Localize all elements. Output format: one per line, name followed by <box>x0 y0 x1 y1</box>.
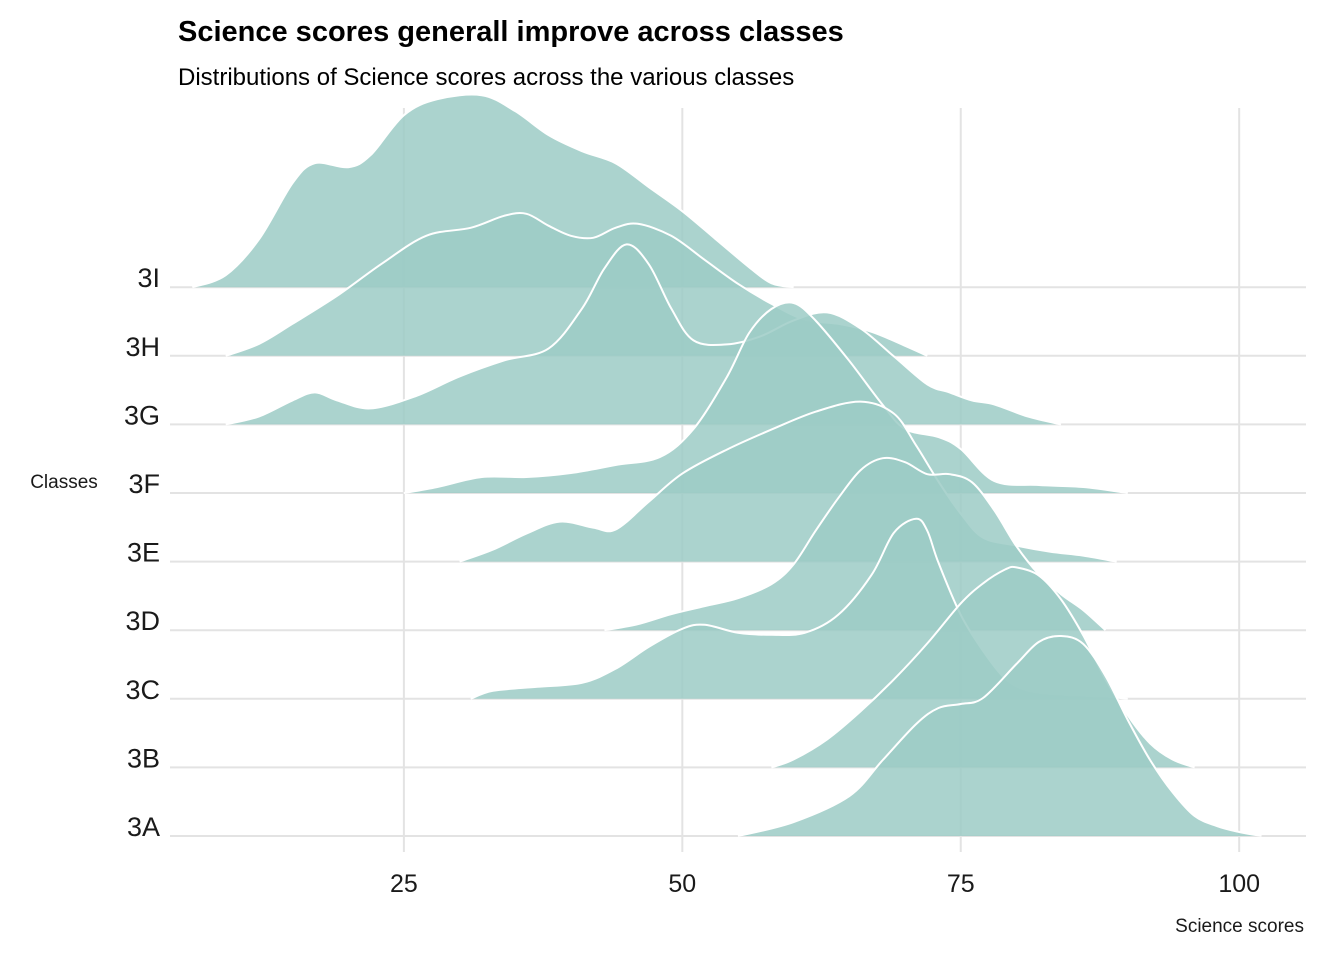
y-tick-label: 3A <box>127 812 160 842</box>
x-tick-label: 75 <box>947 870 975 898</box>
y-tick-label: 3E <box>127 538 160 568</box>
ridge-outline-3I <box>191 93 794 289</box>
ridge-outline-3D <box>604 456 1107 632</box>
y-tick-label: 3G <box>124 400 160 430</box>
ridge-layer <box>191 93 1262 837</box>
y-tick-label: 3H <box>125 332 160 362</box>
ridge-outline-3G <box>225 243 1062 426</box>
ridge-area-3H <box>225 213 928 356</box>
ridge-area-3A <box>738 635 1262 836</box>
ridge-outline-3B <box>771 565 1195 769</box>
y-tick-label: 3F <box>128 469 160 499</box>
y-tick-label: 3I <box>137 263 160 293</box>
ridge-outline-3A <box>737 634 1262 837</box>
chart-subtitle: Distributions of Science scores across t… <box>178 64 795 91</box>
label-layer: 25 50 75 100 3A 3B 3C 3D 3E 3F 3G 3H 3I <box>124 263 1260 898</box>
x-tick-label: 50 <box>668 870 696 898</box>
y-tick-label: 3B <box>127 743 160 773</box>
y-axis-label: Classes <box>30 472 98 493</box>
ridge-area-3F <box>403 302 1128 493</box>
y-tick-label: 3D <box>125 606 160 636</box>
y-tick-label: 3C <box>125 675 160 705</box>
chart-title: Science scores generall improve across c… <box>178 16 844 48</box>
x-tick-label: 25 <box>390 870 418 898</box>
x-tick-label: 100 <box>1218 870 1260 898</box>
x-axis-label: Science scores <box>1175 916 1304 937</box>
ridge-outline-3F <box>403 301 1128 494</box>
